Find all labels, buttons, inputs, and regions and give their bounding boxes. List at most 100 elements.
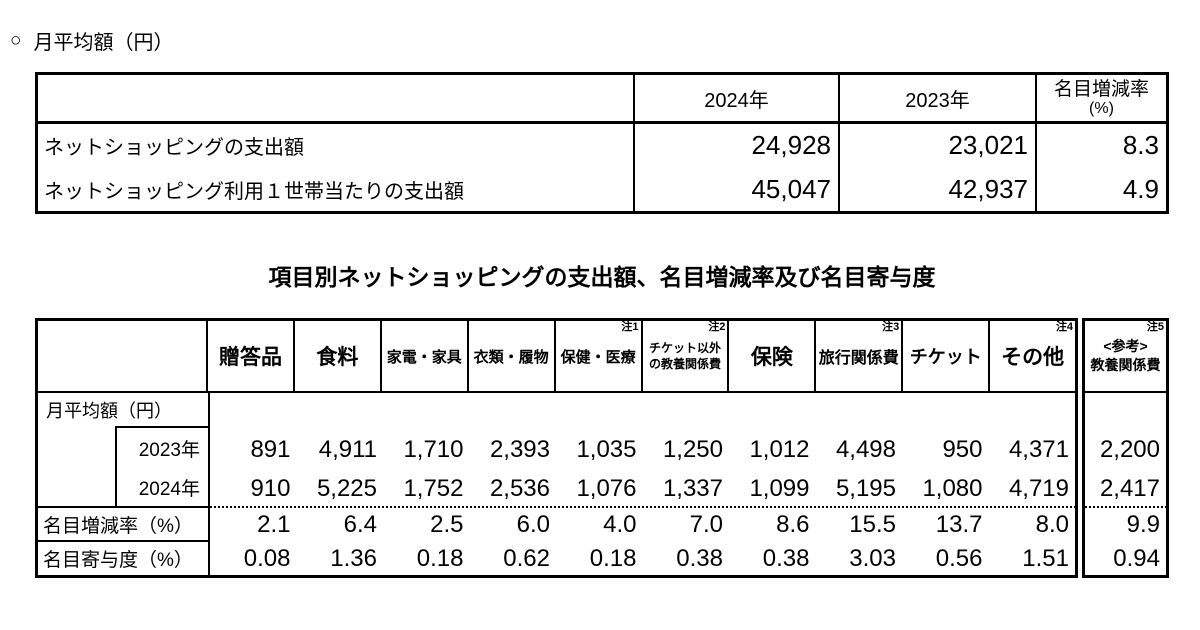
detail-value-cell: 0.18 <box>589 544 637 572</box>
page-title-text: 月平均額（円） <box>33 32 174 54</box>
detail-value-cell: 8.0 <box>1035 511 1069 538</box>
detail-value-cell: 4,371 <box>1008 436 1069 463</box>
summary-value-cell: 23,021 <box>948 130 1028 161</box>
detail-value-cell: 0.18 <box>416 544 464 572</box>
summary-header-rate: 名目増減率 (%) <box>1037 75 1166 124</box>
note-ref: 注1 <box>621 321 639 333</box>
detail-corner-cell <box>38 321 208 391</box>
detail-header-gift: 贈答品 <box>208 321 295 391</box>
detail-row-label-2023: 2023年 <box>138 439 200 461</box>
summary-row-label-spending: ネットショッピングの支出額 <box>44 137 304 160</box>
detail-row-2023: 891 4,911 1,710 2,393 1,035 1,250 1,012 … <box>210 429 1075 471</box>
detail-value-cell: 1,337 <box>662 474 723 502</box>
detail-value-cell: 15.5 <box>849 511 896 538</box>
detail-value-cell: 2,417 <box>1099 474 1160 502</box>
detail-value-cell: 5,225 <box>316 474 377 502</box>
detail-value-cell: 0.08 <box>243 544 291 572</box>
detail-header-culture-excl-tickets: 注2 チケット以外 の教養関係費 <box>643 321 730 391</box>
detail-label-column: 月平均額（円） 2023年 2024年 名目増減率（%） 名目寄与度（%） <box>38 393 210 575</box>
detail-value-cell: 7.0 <box>689 511 723 538</box>
summary-header-rate-line1: 名目増減率 <box>1053 79 1149 100</box>
detail-value-cell: 910 <box>250 474 291 502</box>
summary-value-cell: 45,047 <box>751 173 831 204</box>
detail-value-cell: 4,911 <box>318 436 377 463</box>
detail-header-clothing-footwear: 衣類・履物 <box>469 321 556 391</box>
detail-value-cell: 4,498 <box>835 436 896 463</box>
detail-value-cell: 4,719 <box>1008 474 1069 502</box>
summary-header-rate-line2: (%) <box>1089 100 1114 117</box>
detail-value-cell: 2.1 <box>257 511 291 538</box>
summary-column-2023: 2023年 23,021 42,937 <box>838 75 1035 211</box>
detail-row-label-contribution: 名目寄与度（%） <box>43 550 193 571</box>
detail-table: 贈答品 食料 家電・家具 衣類・履物 注1 保健・医療 注2 チケット以外 の教養… <box>35 318 1169 578</box>
detail-value-cell: 1.36 <box>330 544 377 572</box>
detail-value-cell: 4.0 <box>603 511 637 538</box>
summary-value-cell: 4.9 <box>1122 173 1159 204</box>
page-title: ○ 月平均額（円） <box>10 26 173 55</box>
detail-value-cell: 1,076 <box>576 474 637 502</box>
detail-value-cell: 1,710 <box>403 436 464 463</box>
summary-value-cell: 42,937 <box>948 173 1028 204</box>
detail-value-cell: 2.5 <box>430 511 464 538</box>
detail-row-contribution: 0.08 1.36 0.18 0.62 0.18 0.38 0.38 3.03 … <box>210 542 1075 575</box>
detail-value-cell: 1,752 <box>403 474 464 502</box>
detail-header-row: 贈答品 食料 家電・家具 衣類・履物 注1 保健・医療 注2 チケット以外 の教養… <box>38 321 1075 393</box>
detail-value-cell: 1,080 <box>922 474 983 502</box>
detail-reference-column: 注5 <参考> 教養関係費 2,200 2,417 9.9 0.94 <box>1082 318 1169 578</box>
detail-header-tickets: チケット <box>903 321 991 391</box>
summary-corner-cell <box>38 75 633 124</box>
detail-table-main: 贈答品 食料 家電・家具 衣類・履物 注1 保健・医療 注2 チケット以外 の教養… <box>35 318 1078 578</box>
detail-row-2024: 910 5,225 1,752 2,536 1,076 1,337 1,099 … <box>210 471 1075 506</box>
detail-value-cell: 1,250 <box>662 436 723 463</box>
detail-value-cell: 0.56 <box>935 544 983 572</box>
detail-header-health-medical: 注1 保健・医療 <box>556 321 643 391</box>
detail-value-cell: 2,200 <box>1099 436 1160 463</box>
detail-value-cell: 8.6 <box>776 511 810 538</box>
detail-header-travel: 注3 旅行関係費 <box>816 321 904 391</box>
detail-header-appliances-furniture: 家電・家具 <box>382 321 469 391</box>
note-ref: 注5 <box>1146 321 1164 333</box>
summary-column-rate: 名目増減率 (%) 8.3 4.9 <box>1035 75 1166 211</box>
detail-row-label-2024: 2024年 <box>138 478 200 500</box>
dotted-divider <box>210 506 1075 508</box>
detail-value-cell: 1,012 <box>749 436 810 463</box>
summary-row-label-per-household: ネットショッピング利用１世帯当たりの支出額 <box>44 180 464 203</box>
detail-value-cell: 0.38 <box>762 544 810 572</box>
detail-value-cell: 2,536 <box>489 474 550 502</box>
note-ref: 注4 <box>1055 321 1074 333</box>
detail-table-title: 項目別ネットショッピングの支出額、名目増減率及び名目寄与度 <box>268 264 936 290</box>
detail-header-food: 食料 <box>295 321 382 391</box>
detail-row-label-rate: 名目増減率（%） <box>38 506 208 542</box>
detail-value-cell: 0.94 <box>1113 544 1160 572</box>
note-ref: 注3 <box>882 321 900 333</box>
detail-value-cell: 950 <box>942 436 983 463</box>
detail-header-insurance: 保険 <box>729 321 817 391</box>
detail-value-cell: 5,195 <box>835 474 896 502</box>
detail-value-cell: 1,099 <box>749 474 810 502</box>
detail-value-cell: 9.9 <box>1126 511 1160 538</box>
summary-value-cell: 8.3 <box>1122 130 1159 161</box>
summary-value-cell: 24,928 <box>751 130 831 161</box>
summary-header-2024: 2024年 <box>635 75 838 124</box>
detail-year-box: 2023年 2024年 <box>115 426 208 506</box>
detail-value-cell: 891 <box>250 436 291 463</box>
detail-row-rate: 2.1 6.4 2.5 6.0 4.0 7.0 8.6 15.5 13.7 8.… <box>210 508 1075 542</box>
summary-header-2023: 2023年 <box>840 75 1035 124</box>
detail-value-cell: 2,393 <box>489 436 550 463</box>
summary-column-2024: 2024年 24,928 45,047 <box>633 75 838 211</box>
summary-label-column: ネットショッピングの支出額 ネットショッピング利用１世帯当たりの支出額 <box>38 75 633 211</box>
detail-value-cell: 1.51 <box>1022 544 1069 572</box>
detail-value-cell: 13.7 <box>935 511 983 538</box>
summary-table: ネットショッピングの支出額 ネットショッピング利用１世帯当たりの支出額 2024… <box>35 72 1169 214</box>
detail-value-cell: 6.0 <box>516 511 550 538</box>
detail-value-cell: 0.38 <box>676 544 723 572</box>
circle-bullet-icon: ○ <box>10 29 22 51</box>
detail-value-cell: 3.03 <box>849 544 896 572</box>
detail-row-label-monthly: 月平均額（円） <box>46 400 172 421</box>
detail-header-other: 注4 その他 <box>1001 321 1074 370</box>
detail-value-cell: 6.4 <box>343 511 377 538</box>
detail-header-reference-culture: 注5 <参考> 教養関係費 <box>1085 321 1166 393</box>
note-ref: 注2 <box>708 321 726 333</box>
detail-value-cell: 0.62 <box>503 544 550 572</box>
detail-value-cell: 1,035 <box>576 436 637 463</box>
